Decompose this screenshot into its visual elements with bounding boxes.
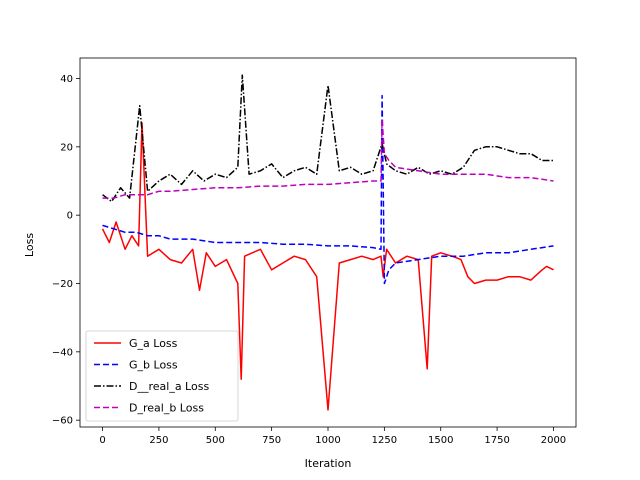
x-axis-label: Iteration: [305, 457, 352, 470]
x-tick-label: 1500: [428, 435, 453, 446]
legend-box: [85, 330, 239, 422]
x-tick-label: 1250: [372, 435, 397, 446]
series-line-2: [102, 94, 554, 285]
y-tick-label: −20: [52, 279, 73, 290]
x-tick-label: 1750: [484, 435, 509, 446]
y-tick-label: −60: [52, 416, 73, 427]
legend-label: G_b Loss: [129, 359, 178, 372]
series-line-4: [102, 118, 554, 199]
x-tick-label: 750: [262, 435, 281, 446]
y-axis-ticks: −60 −40 −20 0 20 40: [52, 74, 80, 427]
x-tick-label: 0: [99, 435, 105, 446]
x-tick-label: 1000: [315, 435, 340, 446]
x-tick-label: 500: [206, 435, 225, 446]
y-tick-label: 20: [60, 142, 73, 153]
x-tick-label: 250: [149, 435, 168, 446]
legend: G_a Loss G_b Loss D__real_a Loss D_real_b L…: [85, 330, 239, 422]
series-line-3: [102, 74, 554, 203]
x-tick-label: 2000: [541, 435, 566, 446]
series-line-1: [101, 122, 554, 411]
legend-label: G_a Loss: [129, 337, 178, 350]
y-axis-label: Loss: [23, 233, 36, 257]
y-tick-label: −40: [52, 347, 73, 358]
y-tick-label: 40: [60, 74, 73, 85]
plot-lines: [101, 74, 554, 411]
legend-label: D__real_a Loss: [129, 380, 209, 393]
legend-label: D_real_b Loss: [129, 402, 204, 415]
x-axis-ticks: 0 250 500 750 1000 1250 1500 1750 2000: [99, 427, 566, 446]
y-tick-label: 0: [67, 211, 73, 222]
